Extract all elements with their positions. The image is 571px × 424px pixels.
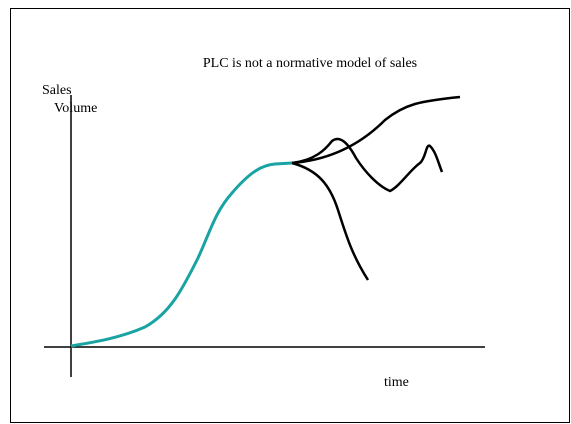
branch-curve [291, 137, 444, 193]
branch-curve [291, 95, 461, 165]
branch-curve [291, 161, 370, 281]
slide-frame [10, 8, 570, 423]
title: PLC is not a normative model of sales [203, 56, 417, 71]
y-axis-label-line: Volume [54, 101, 97, 116]
x-axis-label: time [384, 375, 409, 390]
life-cycle-curve [70, 161, 293, 348]
y-axis-label-line: Sales [42, 83, 72, 98]
